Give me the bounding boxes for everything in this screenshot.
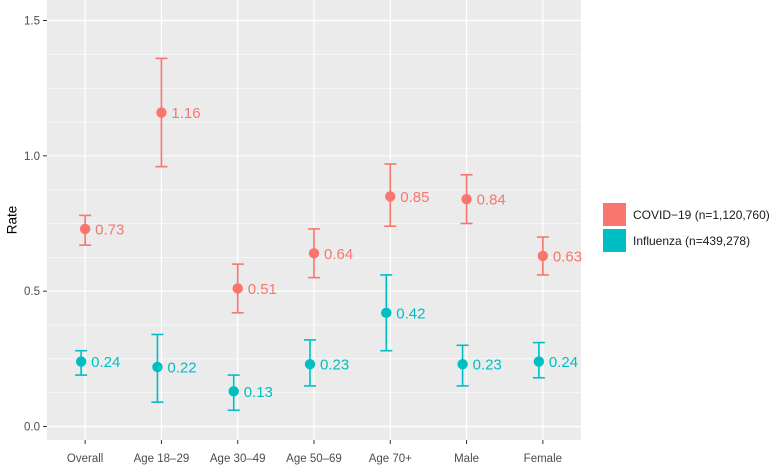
data-point [228, 386, 239, 397]
data-point [156, 107, 167, 118]
legend-key [603, 229, 626, 252]
x-tick-label: Age 18–29 [134, 453, 190, 465]
data-label: 0.23 [473, 357, 502, 374]
data-label: 0.23 [320, 357, 349, 374]
data-point [537, 250, 549, 262]
data-point [75, 356, 87, 367]
data-point [232, 283, 243, 294]
x-tick-label: Age 50–69 [286, 453, 342, 465]
legend-key [603, 203, 626, 226]
data-label: 0.63 [553, 248, 582, 265]
data-label: 0.85 [400, 189, 429, 206]
y-tick-label: 1.5 [24, 16, 40, 28]
data-point [152, 361, 163, 373]
data-label: 0.22 [167, 359, 196, 376]
x-axis: Overall Age 18–29 Age 30–49 Age 50–69 Age 70… [67, 440, 562, 465]
y-tick-label: 1.0 [24, 151, 40, 163]
legend-label: Influenza (n=439,278) [633, 234, 750, 248]
data-point [304, 359, 316, 370]
legend: COVID−19 (n=1,120,760) Influenza (n=439,2… [603, 203, 770, 252]
x-tick-label: Age 30–49 [210, 453, 266, 465]
data-marks: 0.73 1.16 0.51 0.64 0.85 0.84 0.63 0.24 0.22 0.13… [75, 57, 582, 412]
series-0: 0.73 1.16 0.51 0.64 0.85 0.84 0.63 [79, 57, 582, 314]
x-tick-label: Overall [67, 453, 103, 465]
data-point [533, 356, 545, 367]
legend-label: COVID−19 (n=1,120,760) [633, 208, 770, 222]
data-label: 0.64 [324, 246, 353, 263]
data-label: 0.24 [549, 354, 578, 371]
y-axis-title: Rate [5, 206, 20, 235]
data-point [381, 307, 392, 319]
y-tick-label: 0.0 [24, 422, 40, 434]
data-point [461, 193, 472, 205]
data-point [79, 223, 91, 235]
data-label: 0.51 [248, 281, 277, 298]
y-tick-label: 0.5 [24, 286, 40, 298]
y-axis: 0.0 0.5 1.0 1.5 [24, 16, 47, 434]
data-label: 0.42 [396, 305, 425, 322]
data-label: 0.13 [244, 384, 273, 401]
x-tick-label: Age 70+ [369, 453, 412, 465]
data-point [308, 248, 320, 259]
x-tick-label: Male [454, 453, 479, 465]
data-label: 0.73 [95, 221, 124, 238]
data-label: 0.84 [477, 192, 506, 209]
data-point [385, 191, 396, 202]
x-tick-label: Female [524, 453, 562, 465]
series-1: 0.24 0.22 0.13 0.23 0.42 0.23 0.24 [75, 274, 578, 412]
data-label: 1.16 [171, 105, 200, 122]
data-label: 0.24 [91, 354, 120, 371]
data-point [457, 359, 468, 370]
